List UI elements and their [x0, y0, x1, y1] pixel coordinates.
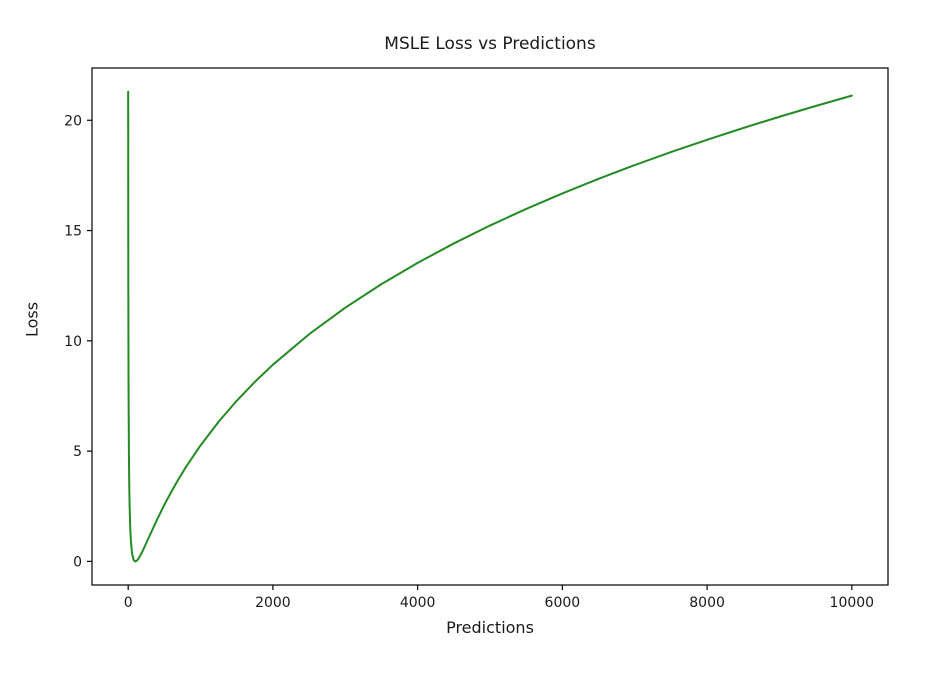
- y-tick-label: 15: [64, 224, 82, 240]
- y-tick-label: 5: [73, 444, 82, 460]
- x-tick-label: 4000: [400, 595, 436, 611]
- y-tick-label: 20: [64, 113, 82, 129]
- x-tick-label: 8000: [689, 595, 725, 611]
- x-axis-label: Predictions: [446, 618, 534, 637]
- y-tick-label: 0: [73, 554, 82, 570]
- x-tick-label: 0: [124, 595, 133, 611]
- chart-title: MSLE Loss vs Predictions: [384, 34, 596, 54]
- plot-border: [91, 67, 889, 586]
- loss-curve: [127, 90, 853, 563]
- x-tick-label: 2000: [255, 595, 291, 611]
- x-tick-label: 10000: [830, 595, 875, 611]
- x-tick-label: 6000: [545, 595, 581, 611]
- y-tick-label: 10: [64, 334, 82, 350]
